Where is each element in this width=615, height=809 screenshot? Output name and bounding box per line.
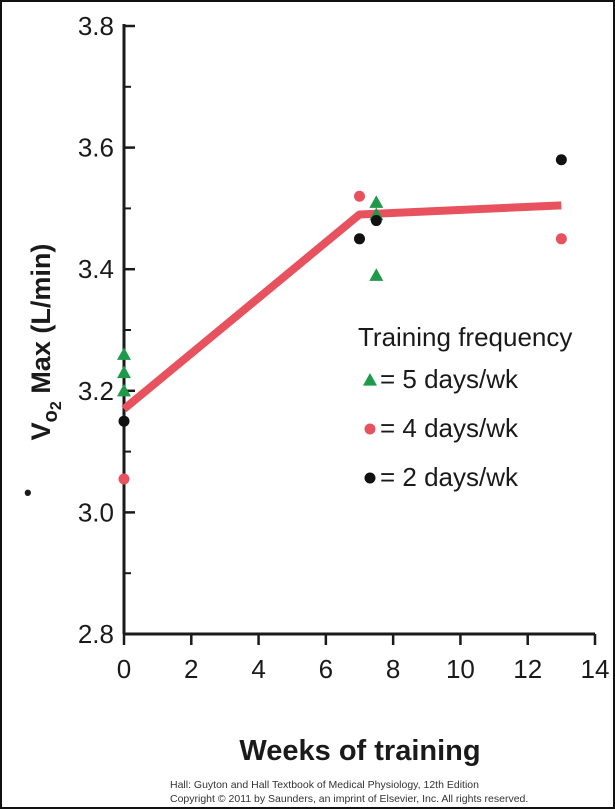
data-point bbox=[555, 233, 567, 245]
x-tick-label: 4 bbox=[251, 654, 265, 684]
data-point bbox=[354, 233, 365, 245]
x-tick-label: 0 bbox=[117, 654, 131, 684]
data-point bbox=[370, 215, 382, 227]
legend-marker bbox=[364, 472, 376, 484]
legend-entry-label: = 2 days/wk bbox=[380, 462, 519, 492]
x-tick-label: 10 bbox=[446, 654, 475, 684]
data-point bbox=[555, 154, 567, 166]
y-axis-title-dot: • bbox=[24, 480, 32, 505]
y-ticks: 2.8 3.0 3.2 3.4 3.6 3.8 bbox=[78, 11, 135, 649]
data-point bbox=[117, 365, 131, 379]
x-ticks: 0 2 4 6 8 10 12 14 bbox=[117, 634, 610, 684]
y-tick-label: 3.6 bbox=[78, 133, 114, 163]
data-point bbox=[117, 347, 131, 360]
legend: Training frequency = 5 days/wk = 4 days/w… bbox=[358, 322, 572, 492]
y-axis-title: Vo2 Max (L/min) bbox=[26, 244, 65, 441]
x-tick-label: 8 bbox=[386, 654, 400, 684]
legend-title: Training frequency bbox=[358, 322, 572, 352]
x-tick-label: 12 bbox=[513, 654, 542, 684]
credit-line-2: Copyright © 2011 by Saunders, an imprint… bbox=[170, 793, 528, 805]
legend-entry-label: = 5 days/wk bbox=[380, 364, 519, 394]
y-tick-label: 3.8 bbox=[78, 11, 114, 41]
data-points bbox=[117, 154, 567, 485]
y-tick-label: 3.0 bbox=[78, 497, 114, 527]
x-axis-title: Weeks of training bbox=[239, 735, 480, 767]
data-point bbox=[369, 268, 384, 281]
x-tick-label: 6 bbox=[319, 654, 333, 684]
data-point bbox=[117, 383, 131, 397]
y-tick-label: 2.8 bbox=[78, 619, 114, 649]
legend-entry-label: = 4 days/wk bbox=[380, 413, 519, 443]
data-point bbox=[369, 195, 384, 208]
y-tick-label: 3.2 bbox=[78, 376, 114, 406]
data-point bbox=[354, 190, 365, 202]
x-tick-label: 2 bbox=[184, 654, 198, 684]
data-point bbox=[118, 415, 130, 427]
trend-line-group bbox=[121, 201, 562, 413]
credit-line-1: Hall: Guyton and Hall Textbook of Medica… bbox=[170, 779, 479, 791]
x-tick-label: 14 bbox=[581, 654, 610, 684]
legend-marker bbox=[363, 373, 377, 386]
data-point bbox=[118, 473, 130, 485]
legend-marker bbox=[364, 423, 376, 435]
trend-line bbox=[121, 201, 562, 413]
y-tick-label: 3.4 bbox=[78, 254, 114, 284]
